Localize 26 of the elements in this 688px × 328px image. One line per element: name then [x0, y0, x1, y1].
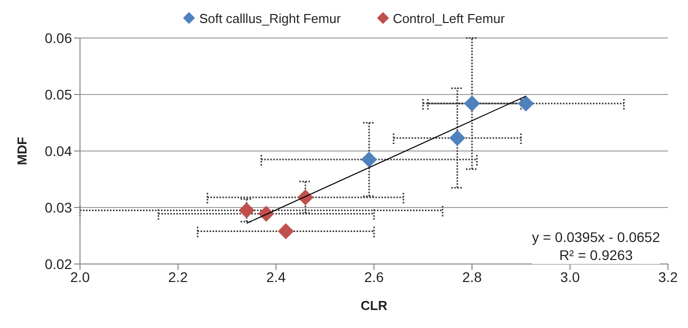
x-tick-label: 2.0: [70, 268, 90, 285]
legend-label: Control_Left Femur: [392, 10, 505, 26]
point: [361, 151, 378, 168]
y-tick-label: 0.06: [44, 30, 72, 46]
x-tick-label: 3.2: [658, 268, 678, 285]
point: [518, 96, 534, 112]
point: [449, 130, 466, 146]
point: [464, 96, 480, 112]
x-tick-label: 2.2: [168, 268, 188, 285]
y-tick-label: 0.02: [44, 256, 72, 272]
x-tick-label: 2.8: [462, 268, 482, 285]
y-tick-label: 0.04: [44, 142, 72, 159]
point: [297, 189, 314, 206]
annotation: R² = 0.9263: [558, 246, 634, 264]
x-axis-title: CLR: [360, 298, 388, 313]
y-axis-title: MDF: [14, 136, 30, 166]
point: [258, 206, 274, 222]
x-tick-label: 2.6: [364, 268, 384, 285]
y-tick-label: 0.03: [44, 199, 72, 216]
point: [238, 202, 255, 218]
y-tick-label: 0.05: [44, 86, 72, 102]
point: [278, 223, 294, 240]
x-tick-label: 3.0: [560, 268, 580, 285]
legend-label: Soft calllus_Right Femur: [198, 10, 341, 26]
x-tick-label: 2.4: [266, 268, 286, 285]
annotation: y = 0.0395x - 0.0652: [532, 228, 660, 246]
